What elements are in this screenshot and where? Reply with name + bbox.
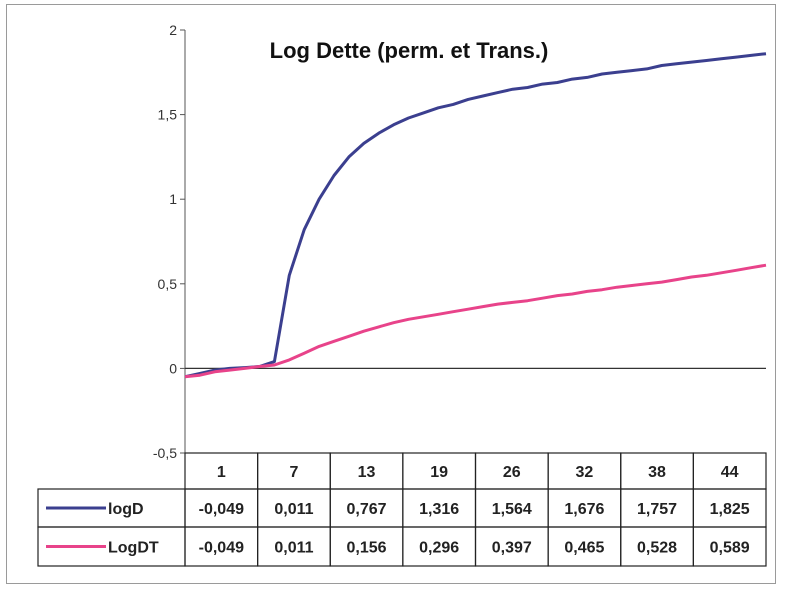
data-value-label: -0,049 [199, 501, 244, 518]
category-label: 1 [217, 464, 226, 481]
data-value-label: 1,316 [419, 501, 459, 518]
data-value-label: 0,011 [274, 540, 313, 557]
category-label: 44 [721, 464, 739, 481]
category-label: 13 [358, 464, 376, 481]
y-tick-label: 1,5 [158, 107, 178, 123]
table-cell [692, 526, 767, 567]
data-value-label: 0,528 [637, 540, 677, 557]
y-tick-label: -0,5 [153, 445, 177, 461]
data-value-label: 1,757 [637, 501, 677, 518]
data-value-label: 0,156 [347, 540, 387, 557]
legend-label: logD [108, 501, 144, 518]
data-value-label: 0,767 [347, 501, 387, 518]
category-label: 26 [503, 464, 521, 481]
data-value-label: 1,825 [710, 501, 750, 518]
data-table: 1 7 13 19 26 32 38 44 logD -0,049 0,011 0,767 1,316 1… [37, 452, 767, 567]
data-value-label: 1,676 [564, 501, 604, 518]
series-line-logd [184, 52, 767, 379]
data-value-label: 1,564 [492, 501, 532, 518]
category-label: 38 [648, 464, 666, 481]
y-axis: 2 1,5 1 0,5 0 -0,5 [153, 22, 766, 461]
legend-label: LogDT [108, 540, 159, 557]
series-line-logdt [184, 263, 767, 379]
data-value-label: 0,589 [710, 540, 750, 557]
category-label: 19 [430, 464, 448, 481]
y-tick-label: 1 [169, 191, 177, 207]
y-tick-label: 2 [169, 22, 177, 38]
data-value-label: 0,296 [419, 540, 459, 557]
category-label: 7 [289, 464, 298, 481]
data-value-label: -0,049 [199, 540, 244, 557]
data-value-label: 0,011 [274, 501, 313, 518]
y-tick-label: 0 [169, 360, 177, 376]
y-tick-label: 0,5 [158, 276, 178, 292]
plot-lines [184, 52, 767, 379]
chart-frame [6, 4, 776, 584]
chart-title: Log Dette (perm. et Trans.) [270, 38, 549, 63]
category-label: 32 [576, 464, 594, 481]
data-value-label: 0,465 [564, 540, 604, 557]
data-value-label: 0,397 [492, 540, 532, 557]
